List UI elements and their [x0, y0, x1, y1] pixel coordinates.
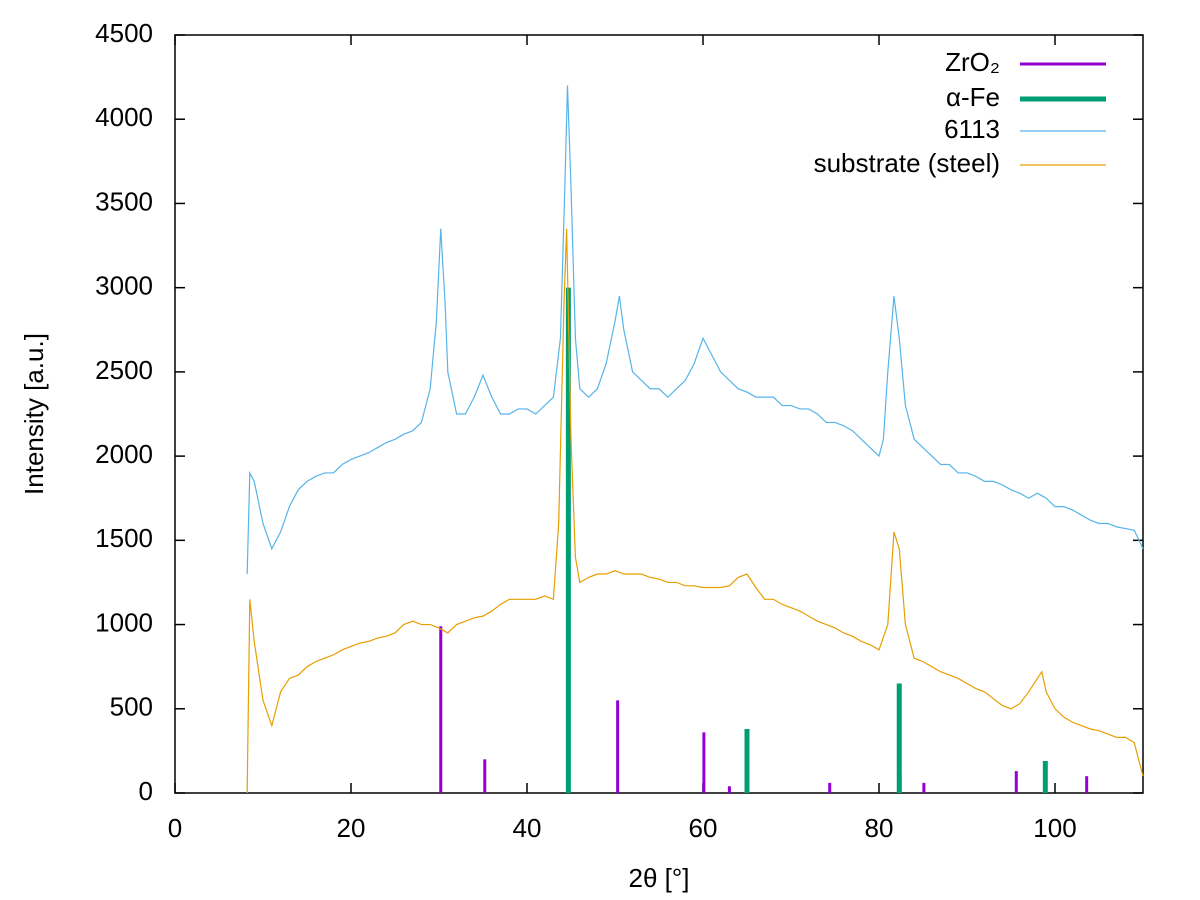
y-tick-label: 1500	[95, 523, 153, 553]
y-tick-label: 2000	[95, 439, 153, 469]
y-tick-label: 1000	[95, 607, 153, 637]
y-tick-label: 0	[139, 776, 153, 806]
y-tick-label: 4000	[95, 102, 153, 132]
legend-label: 6113	[944, 114, 1000, 144]
x-tick-label: 20	[337, 813, 366, 843]
x-tick-label: 100	[1033, 813, 1076, 843]
plot-frame	[174, 34, 1144, 794]
legend-label: ZrO₂	[945, 47, 1000, 77]
x-axis-label: 2θ [°]	[629, 863, 690, 893]
series-line	[246, 228, 1144, 794]
y-tick-label: 3000	[95, 271, 153, 301]
legend-label: substrate (steel)	[814, 148, 1000, 178]
y-tick-label: 3500	[95, 186, 153, 216]
x-tick-label: 40	[513, 813, 542, 843]
x-tick-label: 80	[865, 813, 894, 843]
x-tick-label: 0	[168, 813, 182, 843]
x-tick-label: 60	[689, 813, 718, 843]
legend-label: α-Fe	[946, 82, 1000, 112]
y-tick-label: 500	[110, 692, 153, 722]
y-tick-label: 2500	[95, 355, 153, 385]
series-line	[246, 85, 1144, 575]
y-tick-label: 4500	[95, 18, 153, 48]
y-axis-label: Intensity [a.u.]	[19, 333, 49, 495]
